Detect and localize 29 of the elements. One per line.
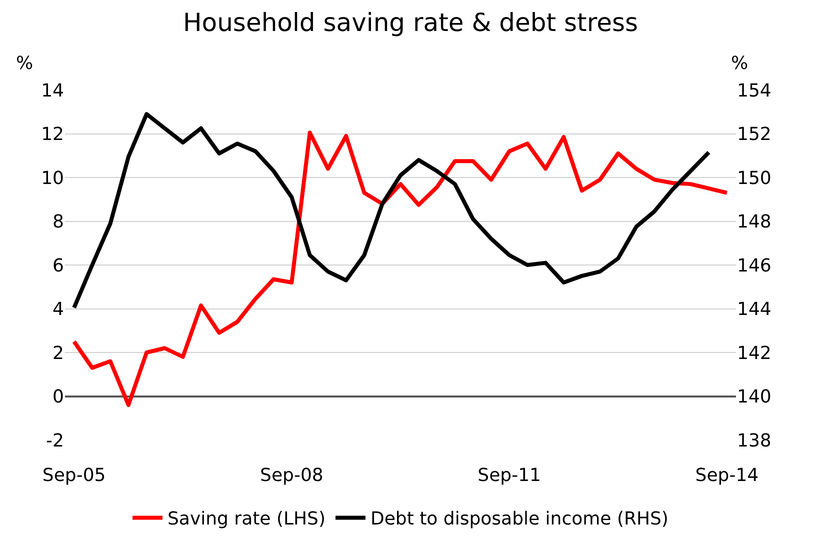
y-tick-label: 12 — [41, 124, 64, 146]
y2-tick-label: 148 — [737, 212, 772, 233]
y-tick-label: 2 — [52, 342, 64, 364]
y-tick-label: 14 — [41, 80, 64, 102]
y2-tick-label: 146 — [737, 255, 772, 276]
legend-label: Debt to disposable income (RHS) — [370, 508, 668, 530]
y2-tick-label: 150 — [737, 168, 772, 189]
y2-tick-label: 138 — [737, 430, 772, 452]
y2-tick-label: 140 — [737, 386, 772, 408]
y-tick-label: 4 — [52, 299, 64, 320]
y2-tick-label: 144 — [737, 299, 772, 320]
y2-tick-label: 154 — [737, 80, 772, 102]
x-tick-label: Sep-05 — [42, 465, 106, 486]
y-tick-label: 0 — [52, 386, 64, 408]
chart-title: Household saving rate & debt stress — [182, 8, 638, 38]
legend-label: Saving rate (LHS) — [168, 508, 326, 530]
x-tick-label: Sep-08 — [260, 465, 324, 486]
y-axis-title: % — [16, 53, 34, 74]
line-series — [72, 112, 711, 310]
line-series — [72, 130, 729, 407]
y2-axis-title: % — [731, 53, 748, 74]
y2-tick-label: 142 — [737, 342, 772, 364]
x-tick-label: Sep-14 — [695, 465, 759, 486]
y-tick-label: -2 — [46, 430, 64, 452]
y2-tick-label: 152 — [737, 124, 772, 146]
y-tick-label: 8 — [52, 212, 64, 233]
x-tick-label: Sep-11 — [478, 465, 541, 486]
y-tick-label: 6 — [52, 255, 64, 276]
y-tick-label: 10 — [41, 168, 64, 189]
